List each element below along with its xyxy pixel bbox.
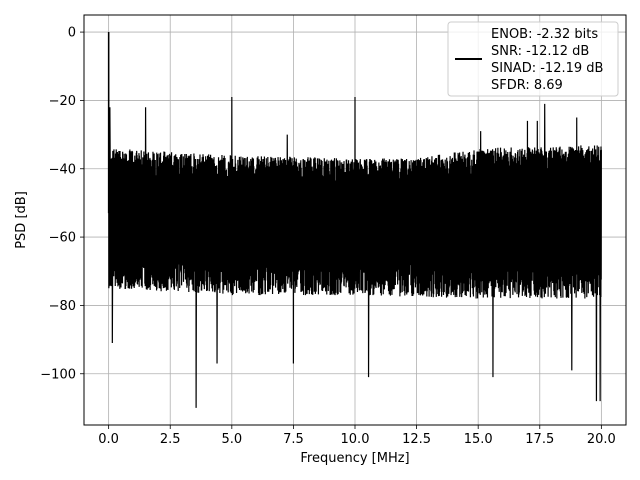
- y-tick-label: −40: [49, 162, 76, 177]
- y-axis-label: PSD [dB]: [14, 191, 29, 249]
- x-tick-label: 12.5: [402, 432, 431, 447]
- x-tick-label: 15.0: [464, 432, 493, 447]
- legend: ENOB: -2.32 bits SNR: -12.12 dB SINAD: -…: [447, 21, 619, 97]
- x-tick-label: 17.5: [525, 432, 554, 447]
- x-axis-label: Frequency [MHz]: [300, 451, 409, 466]
- x-tick-label: 0.0: [98, 432, 119, 447]
- legend-sfdr: SFDR: 8.69: [491, 78, 563, 93]
- x-tick-label: 2.5: [160, 432, 181, 447]
- legend-box: [447, 21, 619, 97]
- x-tick-label: 5.0: [221, 432, 242, 447]
- y-tick-label: −60: [49, 231, 76, 246]
- y-tick-label: −20: [49, 94, 76, 109]
- x-tick-label: 20.0: [587, 432, 616, 447]
- y-tick-label: 0: [68, 26, 76, 41]
- legend-snr: SNR: -12.12 dB: [491, 44, 589, 59]
- x-tick-label: 7.5: [283, 432, 304, 447]
- axis-ticks: 0.0 2.5 5.0 7.5 10.0 12.5 15.0 17.5 20.0 0 −20 −40 −…: [40, 26, 616, 447]
- x-tick-label: 10.0: [341, 432, 370, 447]
- psd-trace: [108, 32, 602, 408]
- legend-sinad: SINAD: -12.19 dB: [491, 61, 603, 76]
- psd-series: [107, 32, 602, 408]
- y-tick-label: −100: [40, 367, 76, 382]
- y-tick-label: −80: [49, 299, 76, 314]
- legend-enob: ENOB: -2.32 bits: [491, 27, 598, 42]
